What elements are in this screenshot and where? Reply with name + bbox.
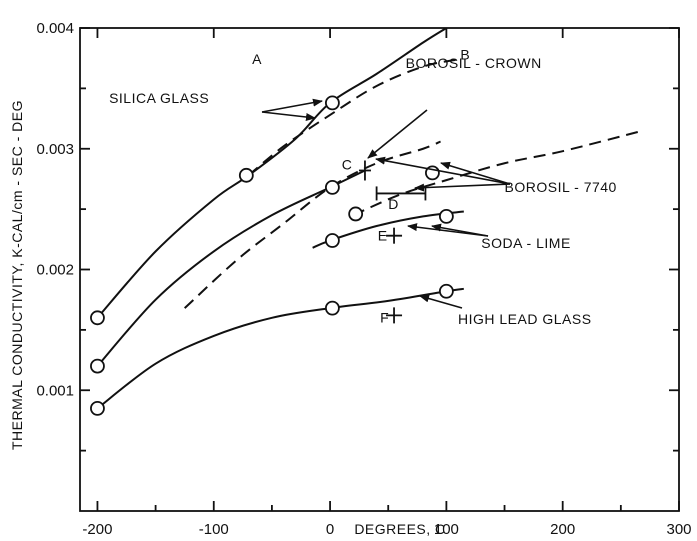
arrow-soda-lime-2 (407, 223, 489, 237)
series-line-1 (248, 58, 459, 177)
y-tick-label: 0.002 (36, 262, 74, 279)
circle-point-8 (348, 206, 364, 222)
series-line-5 (312, 210, 464, 249)
annotation-arrows (261, 98, 511, 309)
y-tick-label: 0.001 (36, 382, 74, 399)
x-tick-label: 0 (326, 521, 334, 538)
y-tick-label: 0.004 (36, 20, 74, 37)
arrow-silica-2 (261, 111, 316, 121)
annotation-label-10: HIGH LEAD GLASS (458, 311, 592, 327)
data-curves (96, 28, 639, 410)
error-bars (358, 160, 427, 201)
y-tick-label: 0.003 (36, 141, 74, 158)
x-axis-title: DEGREES, C (354, 521, 445, 537)
annotation-label-7: BOROSIL - CROWN (406, 55, 542, 71)
arrow-borosil-crown (367, 109, 428, 159)
circle-point-7 (324, 300, 340, 316)
annotation-label-3: D (388, 196, 399, 212)
series-line-0 (96, 28, 447, 319)
arrow-borosil-7740-2 (414, 183, 511, 192)
circle-point-5 (324, 179, 340, 195)
annotation-label-5: F (380, 310, 389, 326)
x-tick-label: 200 (550, 521, 575, 538)
annotation-label-6: SILICA GLASS (109, 90, 209, 106)
arrow-borosil-7740-3 (440, 161, 511, 185)
circle-point-3 (238, 167, 254, 183)
circle-point-0 (90, 310, 105, 326)
series-line-2 (96, 169, 366, 367)
annotations: A B C DE F SILICA GLASS BOROSIL - CROWN BOROSIL… (109, 46, 617, 327)
x-tick-label: -100 (199, 521, 229, 538)
x-tick-label: 100 (434, 521, 459, 538)
annotation-label-1: B (460, 46, 470, 62)
data-markers (90, 95, 454, 416)
annotation-label-8: BOROSIL - 7740 (505, 179, 617, 195)
annotation-label-9: SODA - LIME (481, 235, 571, 251)
circle-point-2 (90, 400, 105, 416)
arrow-borosil-7740-1 (375, 156, 511, 185)
axis-tick-labels: -200 -100 0 100 200 300 0.001 0.002 0.003 0.004 (36, 20, 691, 538)
series-line-3 (184, 140, 441, 309)
circle-point-11 (438, 283, 454, 299)
annotation-label-4: E (378, 228, 388, 244)
series-line-4 (352, 130, 639, 217)
annotation-label-2: C (342, 156, 353, 172)
circle-point-6 (324, 233, 340, 248)
circle-point-10 (438, 208, 454, 224)
circle-point-4 (324, 95, 340, 111)
arrow-high-lead (419, 294, 463, 309)
y-axis-title: THERMAL CONDUCTIVITY, K-CAL/cm - SEC - D… (9, 100, 25, 450)
axis-ticks (80, 27, 680, 511)
arrow-silica-1 (261, 98, 323, 113)
series-line-6 (96, 287, 464, 410)
annotation-label-0: A (252, 51, 262, 67)
x-tick-label: -200 (82, 521, 112, 538)
x-tick-label: 300 (666, 521, 691, 538)
circle-point-1 (90, 358, 105, 374)
